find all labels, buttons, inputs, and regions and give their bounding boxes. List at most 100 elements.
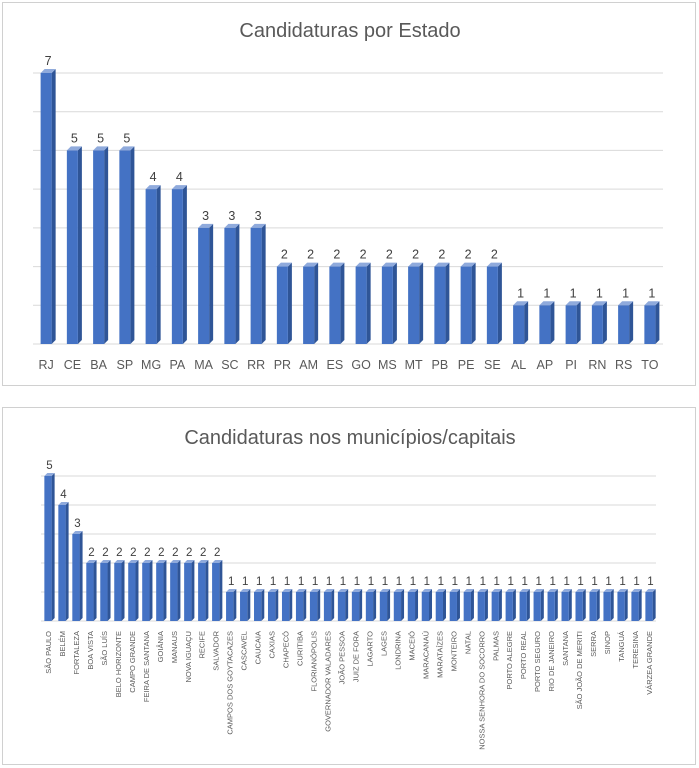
bar: [379, 589, 391, 621]
data-label: 1: [256, 576, 262, 588]
data-label: 2: [333, 248, 340, 262]
data-label: 1: [535, 576, 541, 588]
data-label: 5: [123, 131, 130, 145]
bar: [171, 185, 187, 344]
bar: [477, 589, 488, 621]
bar: [539, 301, 555, 344]
category-label: SC: [221, 358, 238, 372]
data-label: 1: [410, 576, 416, 588]
category-label: PORTO SEGURO: [533, 631, 542, 692]
bar: [463, 589, 474, 621]
bar: [434, 262, 450, 344]
bar: [547, 589, 558, 621]
category-label: NOSSA SENHORA DO SOCORRO: [477, 631, 486, 750]
bar: [645, 589, 656, 621]
category-label: FORTALEZA: [72, 631, 81, 674]
category-label: SÃO JOÃO DE MERITI: [575, 631, 584, 709]
data-label: 4: [60, 489, 67, 501]
bar: [254, 589, 265, 621]
category-label: BA: [90, 358, 107, 372]
category-label: RR: [247, 358, 265, 372]
category-label: MT: [405, 358, 423, 372]
category-label: CAMPO GRANDE: [128, 631, 137, 693]
data-label: 4: [150, 170, 157, 184]
data-label: 1: [605, 576, 611, 588]
data-label: 1: [452, 576, 458, 588]
bar: [460, 262, 476, 344]
category-label: MS: [378, 358, 397, 372]
data-label: 1: [424, 576, 430, 588]
bar: [575, 589, 586, 621]
bar: [603, 589, 614, 621]
bar: [486, 262, 502, 344]
category-label: PORTO REAL: [519, 631, 528, 679]
bar: [519, 589, 530, 621]
category-label: FEIRA DE SANTANA: [142, 631, 151, 702]
category-label: SE: [484, 358, 501, 372]
category-label: AL: [511, 358, 526, 372]
bar: [408, 262, 424, 344]
bar: [617, 589, 628, 621]
data-label: 1: [354, 576, 360, 588]
bar: [309, 589, 321, 621]
category-label: MG: [141, 358, 161, 372]
bar: [170, 560, 181, 621]
chart-municipios: Candidaturas nos municípios/capitais 5 4 3…: [41, 427, 656, 750]
data-label: 1: [270, 576, 276, 588]
bar: [644, 301, 660, 344]
data-label: 1: [340, 576, 346, 588]
category-label: BOA VISTA: [86, 631, 95, 670]
category-label: MARACANAÚ: [421, 631, 430, 679]
bar: [381, 262, 397, 344]
data-label: 2: [172, 547, 178, 559]
data-label: 1: [563, 576, 569, 588]
data-label: 1: [577, 576, 583, 588]
bar: [351, 589, 363, 621]
chart-title: Candidaturas nos municípios/capitais: [184, 427, 515, 449]
data-label: 1: [298, 576, 304, 588]
bar: [449, 589, 460, 621]
bar: [421, 589, 433, 621]
data-label: 1: [494, 576, 500, 588]
bar: [393, 589, 405, 621]
category-label: MA: [194, 358, 213, 372]
data-label: 2: [307, 248, 314, 262]
bar: [86, 560, 97, 621]
data-label: 1: [242, 576, 248, 588]
bar: [240, 589, 251, 621]
bar: [435, 589, 446, 621]
bar: [226, 589, 237, 621]
bar: [407, 589, 419, 621]
data-label: 2: [360, 248, 367, 262]
category-label: CAMPOS DOS GOYTACAZES: [226, 631, 235, 735]
data-label: 1: [549, 576, 555, 588]
category-label: JOÃO PESSOA: [338, 631, 347, 684]
category-label: NOVA IGUAÇU: [184, 631, 193, 683]
category-label: GOVERNADOR VALADARES: [324, 631, 333, 732]
bar: [145, 185, 161, 344]
category-label: PB: [432, 358, 449, 372]
bar: [267, 589, 279, 621]
bar: [276, 262, 292, 344]
bar: [119, 146, 135, 344]
bar: [355, 262, 371, 344]
data-label: 1: [522, 576, 528, 588]
bar: [631, 589, 642, 621]
data-label: 1: [647, 576, 653, 588]
data-label: 3: [74, 518, 80, 530]
bar: [591, 301, 607, 344]
bar: [142, 560, 153, 621]
data-label: 7: [45, 54, 52, 68]
bar: [505, 589, 516, 621]
category-label: NATAL: [463, 631, 472, 654]
data-label: 2: [281, 248, 288, 262]
bar: [198, 223, 214, 344]
chart-estado: Candidaturas por Estado 7 5 5 5 4 4 3 3 3 2 2 2 2 2 2 2…: [33, 20, 663, 372]
category-label: MONTEIRO: [449, 631, 458, 672]
bar: [128, 560, 139, 621]
data-label: 2: [116, 547, 122, 559]
data-label: 3: [255, 209, 262, 223]
category-label: AP: [537, 358, 554, 372]
category-label: SÃO LUÍS: [100, 631, 109, 666]
data-label: 1: [543, 286, 550, 300]
